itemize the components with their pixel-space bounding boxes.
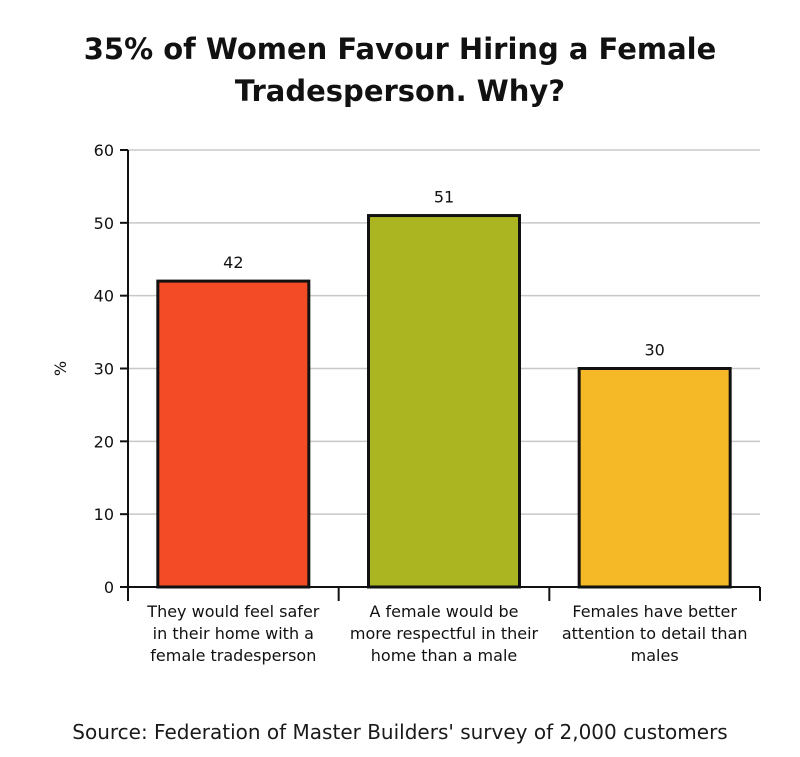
x-tick-label: more respectful in their (350, 624, 539, 643)
chart-title-line-2: Tradesperson. Why? (234, 74, 566, 108)
y-tick-label: 30 (94, 360, 114, 379)
x-tick-label: attention to detail than (562, 624, 748, 643)
data-label: 51 (434, 188, 454, 207)
y-tick-label: 0 (104, 578, 114, 597)
x-tick-label: female tradesperson (150, 646, 316, 665)
bars (156, 214, 732, 589)
x-tick-label: A female would be (370, 602, 519, 621)
x-tick-label: males (631, 646, 679, 665)
chart-title: 35% of Women Favour Hiring a Female Trad… (0, 28, 800, 112)
bar (577, 367, 732, 589)
y-axis-label: % (51, 361, 70, 376)
chart-title-line-1: 35% of Women Favour Hiring a Female (83, 32, 717, 66)
source-note: Source: Federation of Master Builders' s… (72, 720, 728, 744)
y-tick-label: 60 (94, 141, 114, 160)
axes (120, 149, 761, 601)
y-tick-label: 40 (94, 287, 114, 306)
x-tick-label: They would feel safer (146, 602, 319, 621)
bar (367, 214, 521, 589)
x-tick-label: Females have better (572, 602, 737, 621)
bar (156, 279, 311, 589)
data-label: 42 (223, 253, 243, 272)
x-tick-label: home than a male (371, 646, 517, 665)
data-label: 30 (644, 341, 664, 360)
labels: 0 10 20 30 40 50 60% 42 They would feel safer in … (51, 141, 747, 665)
y-tick-label: 10 (94, 505, 114, 524)
y-tick-label: 20 (94, 432, 114, 451)
x-tick-label: in their home with a (153, 624, 314, 643)
y-tick-label: 50 (94, 214, 114, 233)
